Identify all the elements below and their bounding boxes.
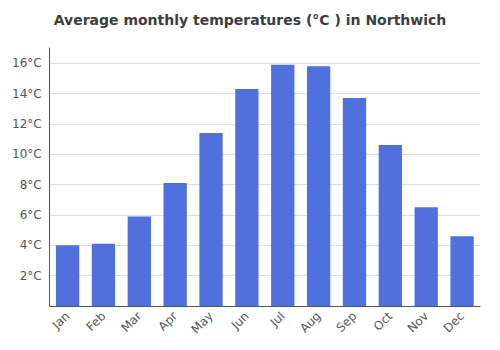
svg-text:Feb: Feb <box>83 309 108 334</box>
svg-text:Mar: Mar <box>118 309 144 335</box>
svg-text:4°C: 4°C <box>20 238 42 252</box>
svg-text:Jul: Jul <box>267 309 288 330</box>
svg-text:Jun: Jun <box>228 309 252 333</box>
svg-text:10°C: 10°C <box>12 147 42 161</box>
svg-text:May: May <box>189 309 216 336</box>
svg-text:8°C: 8°C <box>20 178 42 192</box>
svg-text:2°C: 2°C <box>20 269 42 283</box>
svg-text:6°C: 6°C <box>20 208 42 222</box>
svg-text:Aug: Aug <box>297 309 323 335</box>
svg-text:Apr: Apr <box>156 309 181 334</box>
svg-text:Dec: Dec <box>441 309 467 335</box>
svg-text:16°C: 16°C <box>12 56 42 70</box>
svg-text:Average monthly temperatures (: Average monthly temperatures (°C ) in No… <box>54 12 447 28</box>
svg-text:Sep: Sep <box>334 309 360 335</box>
svg-text:Oct: Oct <box>371 309 396 334</box>
svg-text:Nov: Nov <box>405 309 431 335</box>
svg-text:14°C: 14°C <box>12 87 42 101</box>
svg-text:12°C: 12°C <box>12 117 42 131</box>
svg-text:Jan: Jan <box>49 309 73 333</box>
